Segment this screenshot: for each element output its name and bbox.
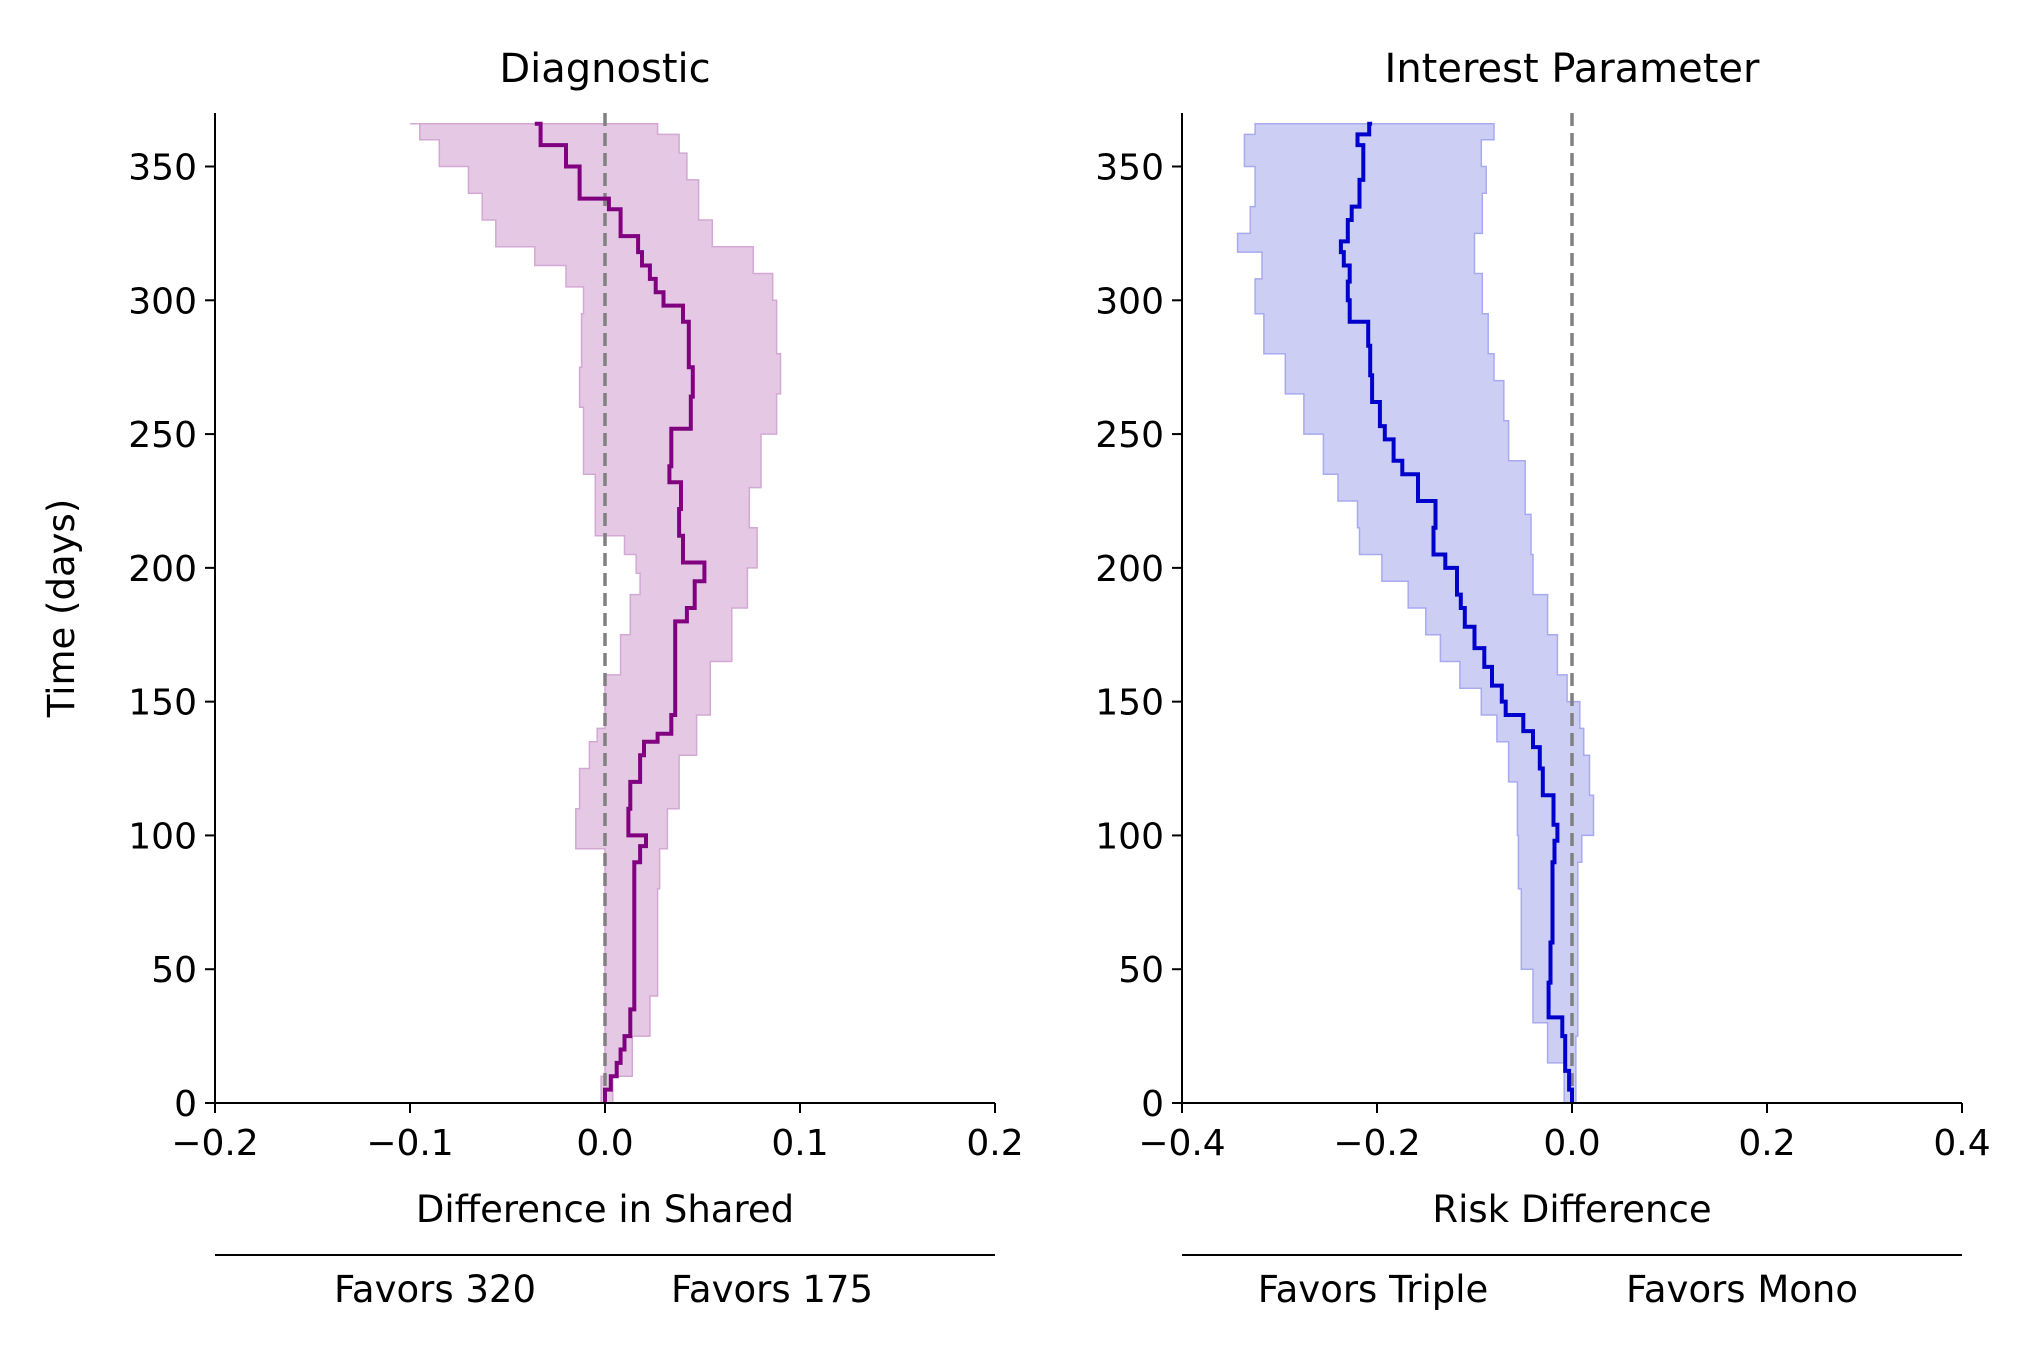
x-ticks: −0.2 −0.1 0.0 0.1 0.2 [171, 1103, 1024, 1164]
x-ticks: −0.4 −0.2 0.0 0.2 0.4 [1138, 1103, 1991, 1164]
x-tick-label: −0.2 [171, 1123, 258, 1164]
y-tick-label: 50 [1118, 950, 1164, 991]
y-tick-label: 0 [174, 1084, 197, 1125]
x-tick-label: 0.1 [771, 1123, 828, 1164]
x-tick-label: 0.2 [966, 1123, 1023, 1164]
panel-interest-parameter: Interest Parameter 0 50 100 150 200 250 300 350… [1095, 46, 1990, 1311]
y-tick-label: 250 [1095, 415, 1164, 456]
y-tick-label: 100 [128, 816, 197, 857]
x-axis-label: Difference in Shared [416, 1188, 794, 1231]
y-tick-label: 0 [1141, 1084, 1164, 1125]
y-tick-label: 250 [128, 415, 197, 456]
ci-band-layer [1236, 122, 1595, 1104]
estimate-line-layer [1338, 121, 1574, 1103]
favors-right-label: Favors Mono [1626, 1268, 1858, 1311]
estimate-line [534, 121, 707, 1103]
favors-left-label: Favors 320 [334, 1268, 536, 1311]
favors-right-label: Favors 175 [671, 1268, 873, 1311]
y-tick-label: 150 [1095, 683, 1164, 724]
x-tick-label: −0.2 [1333, 1123, 1420, 1164]
y-tick-label: 350 [128, 148, 197, 189]
y-tick-label: 150 [128, 683, 197, 724]
x-tick-label: 0.2 [1738, 1123, 1795, 1164]
x-tick-label: 0.4 [1933, 1123, 1990, 1164]
y-tick-label: 300 [1095, 281, 1164, 322]
y-tick-label: 350 [1095, 148, 1164, 189]
panel-title: Diagnostic [499, 46, 710, 92]
estimate-line [1338, 121, 1574, 1103]
y-axis-label: Time (days) [40, 499, 83, 719]
confidence-band [1236, 122, 1595, 1104]
y-ticks: 0 50 100 150 200 250 300 350 [128, 148, 215, 1125]
y-tick-label: 300 [128, 281, 197, 322]
estimate-line-layer [534, 121, 707, 1103]
x-axis-label: Risk Difference [1432, 1188, 1711, 1231]
y-tick-label: 50 [151, 950, 197, 991]
panel-title: Interest Parameter [1385, 46, 1761, 92]
y-tick-label: 100 [1095, 816, 1164, 857]
y-ticks: 0 50 100 150 200 250 300 350 [1095, 148, 1182, 1125]
x-tick-label: −0.4 [1138, 1123, 1225, 1164]
x-tick-label: −0.1 [366, 1123, 453, 1164]
y-tick-label: 200 [128, 549, 197, 590]
y-tick-label: 200 [1095, 549, 1164, 590]
favors-left-label: Favors Triple [1258, 1268, 1489, 1311]
x-tick-label: 0.0 [1543, 1123, 1600, 1164]
x-tick-label: 0.0 [576, 1123, 633, 1164]
